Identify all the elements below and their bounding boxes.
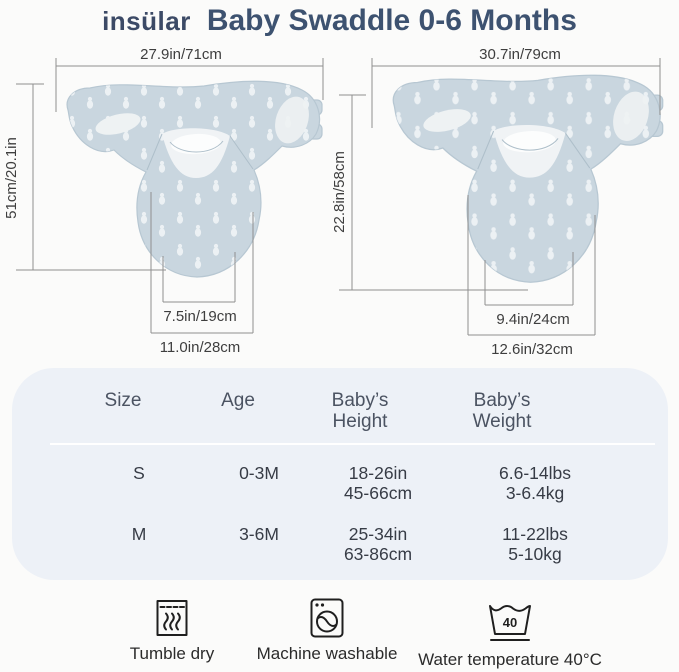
cell-height: 18-26in 45-66cm	[316, 463, 440, 503]
weight-kg: 5-10kg	[508, 543, 562, 564]
dim-large-inner-width: 9.4in/24cm	[496, 311, 569, 328]
header: insülar Baby Swaddle 0-6 Months	[0, 4, 679, 38]
weight-lbs: 11-22lbs	[502, 524, 568, 544]
tumble-dry-icon	[156, 600, 188, 636]
dim-large-outer-width: 12.6in/32cm	[491, 341, 573, 358]
weight-lbs: 6.6-14lbs	[499, 463, 571, 483]
size-table-card: Size Age Baby’s Height Baby’s Weight S 0…	[12, 368, 668, 580]
dimensions-large: 30.7in/79cm 22.8in/58cm 9.4in/24cm 12.6i…	[331, 46, 661, 358]
dim-large-side-height: 22.8in/58cm	[331, 151, 348, 233]
column-header-size: Size	[104, 390, 142, 411]
dim-small-outer-width: 11.0in/28cm	[160, 339, 241, 356]
brand-logo: insülar	[102, 6, 191, 36]
dim-small-inner-width: 7.5in/19cm	[163, 308, 236, 325]
height-in: 25-34in	[348, 524, 408, 544]
cell-height: 25-34in 63-86cm	[316, 524, 440, 564]
page-title: Baby Swaddle 0-6 Months	[206, 4, 577, 37]
care-item-tumble-dry: Tumble dry	[92, 598, 252, 664]
care-item-water-temperature: 40 Water temperature 40°C	[418, 598, 602, 670]
table-divider	[50, 443, 655, 445]
care-item-machine-washable: Machine washable	[247, 598, 407, 664]
dimensions-small: 27.9in/71cm 51cm/20.1in 7.5in/19cm 11.0i…	[3, 46, 324, 356]
swaddle-large	[392, 74, 664, 283]
care-label: Machine washable	[256, 644, 398, 663]
cell-age: 3-6M	[239, 524, 279, 544]
swaddle-small	[66, 80, 323, 278]
machine-washable-icon	[310, 598, 344, 638]
dim-small-top-width: 27.9in/71cm	[140, 46, 222, 63]
cell-size: S	[133, 463, 145, 483]
care-label: Tumble dry	[129, 644, 215, 663]
weight-kg: 3-6.4kg	[505, 482, 565, 503]
dim-small-side-height: 51cm/20.1in	[3, 137, 20, 219]
cell-size: M	[131, 524, 147, 544]
temperature-value: 40	[503, 615, 517, 630]
dim-large-top-width: 30.7in/79cm	[479, 46, 561, 63]
water-temperature-icon: 40	[489, 605, 531, 641]
column-header-weight: Baby’s Weight	[472, 390, 532, 432]
column-header-height: Baby’s Height	[331, 390, 389, 432]
size-diagram: 27.9in/71cm 51cm/20.1in 7.5in/19cm 11.0i…	[3, 46, 664, 358]
cell-age: 0-3M	[239, 463, 279, 483]
care-label: Water temperature 40°C	[418, 650, 602, 669]
height-in: 18-26in	[348, 463, 408, 483]
height-cm: 45-66cm	[343, 482, 413, 503]
column-header-age: Age	[221, 390, 255, 411]
cell-weight: 11-22lbs 5-10kg	[473, 524, 597, 564]
height-cm: 63-86cm	[343, 543, 413, 564]
cell-weight: 6.6-14lbs 3-6.4kg	[473, 463, 597, 503]
